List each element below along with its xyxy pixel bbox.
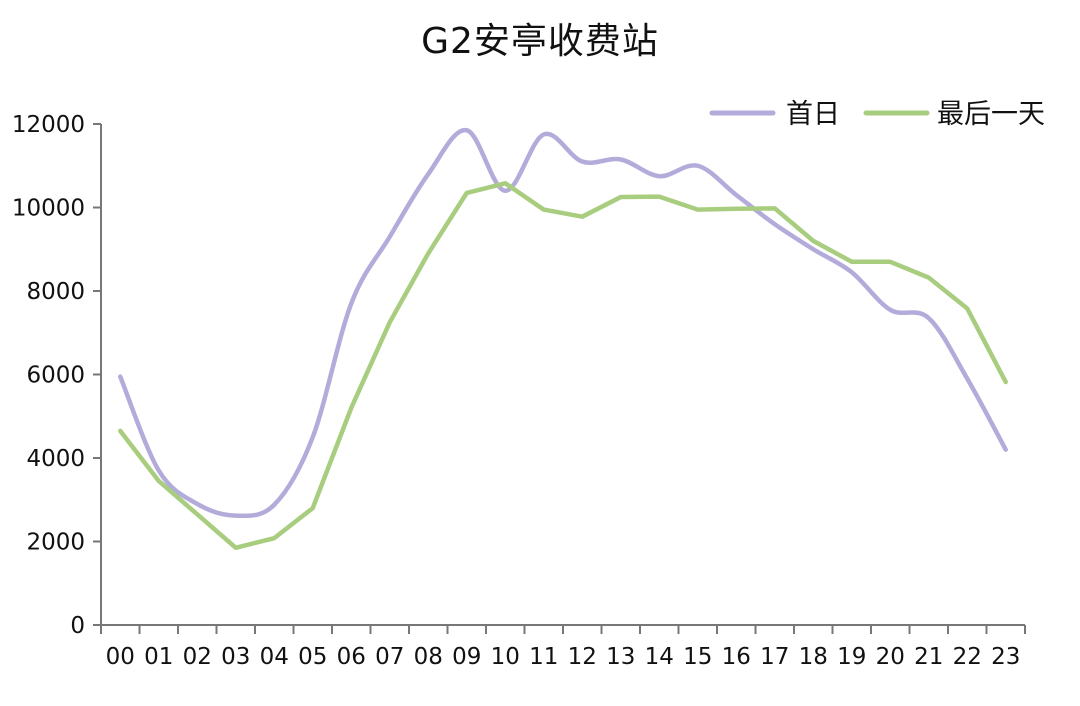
x-tick-label: 15 — [683, 644, 712, 670]
x-tick-label: 21 — [914, 644, 943, 670]
y-tick-label: 0 — [70, 613, 85, 639]
x-tick-label: 06 — [337, 644, 366, 670]
y-tick-label: 4000 — [26, 446, 85, 472]
x-tick-label: 09 — [452, 644, 481, 670]
x-tick-label: 22 — [953, 644, 982, 670]
y-tick-label: 12000 — [12, 112, 85, 138]
y-tick-label: 6000 — [26, 363, 85, 389]
x-tick-label: 01 — [144, 644, 173, 670]
x-tick-label: 03 — [221, 644, 250, 670]
y-tick-label: 8000 — [26, 279, 85, 305]
series-line-0 — [118, 128, 1008, 519]
x-tick-label: 20 — [876, 644, 905, 670]
legend-label-0: 首日 — [786, 99, 840, 130]
x-tick-label: 10 — [491, 644, 520, 670]
y-tick-label: 2000 — [26, 530, 85, 556]
x-tick-label: 04 — [260, 644, 289, 670]
x-tick-label: 12 — [568, 644, 597, 670]
x-tick-label: 11 — [529, 644, 558, 670]
legend: 首日 最后一天 — [709, 99, 1045, 130]
legend-label-1: 最后一天 — [937, 99, 1045, 130]
x-tick-label: 05 — [298, 644, 327, 670]
x-tick-label: 00 — [106, 644, 135, 670]
series-lines — [118, 128, 1008, 551]
x-tick-label: 19 — [837, 644, 866, 670]
series-line-1 — [118, 181, 1008, 551]
x-tick-label: 08 — [414, 644, 443, 670]
x-tick-label: 23 — [991, 644, 1020, 670]
x-tick-label: 13 — [606, 644, 635, 670]
y-tick-label: 10000 — [12, 196, 85, 222]
x-tick-label: 02 — [183, 644, 212, 670]
chart-title: G2安亭收费站 — [421, 21, 659, 62]
x-tick-label: 18 — [799, 644, 828, 670]
x-tick-label: 14 — [645, 644, 674, 670]
x-tick-label: 17 — [760, 644, 789, 670]
axes: 0 2000 4000 6000 8000 10000 12000 00 01 02 03 04 05 0… — [12, 112, 1026, 670]
x-tick-label: 16 — [722, 644, 751, 670]
x-tick-label: 07 — [375, 644, 404, 670]
